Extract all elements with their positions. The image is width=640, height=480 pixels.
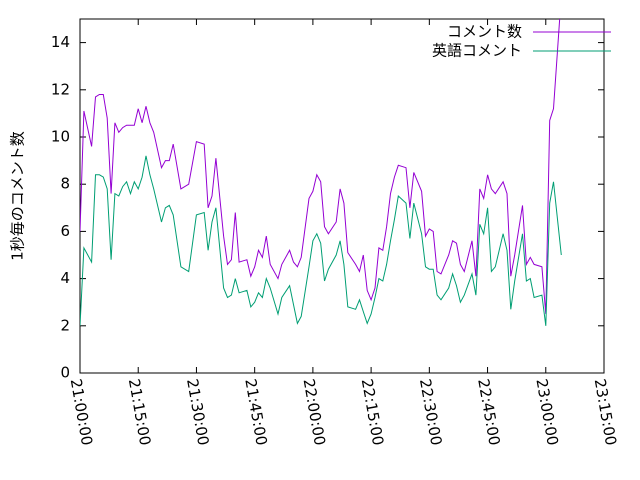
x-tick-label: 23:15:00: [591, 377, 620, 446]
legend-label: コメント数: [447, 23, 522, 41]
x-tick-label: 22:00:00: [300, 377, 329, 446]
x-tick-label: 21:30:00: [183, 377, 212, 446]
y-tick-label: 8: [60, 175, 70, 193]
x-tick-label: 22:15:00: [358, 377, 387, 446]
x-tick-label: 22:30:00: [416, 377, 445, 446]
y-tick-label: 4: [60, 269, 70, 287]
x-tick-label: 22:45:00: [474, 377, 503, 446]
legend-label: 英語コメント: [432, 42, 522, 60]
plot-border: [79, 18, 605, 374]
y-tick-label: 12: [51, 80, 70, 98]
x-tick-label: 21:00:00: [67, 377, 96, 446]
series-line: [80, 19, 561, 315]
series-line: [80, 155, 562, 326]
x-tick-label: 21:15:00: [125, 377, 154, 446]
y-tick-label: 10: [51, 128, 70, 146]
y-tick-label: 2: [60, 316, 70, 334]
y-tick-label: 6: [60, 222, 70, 240]
y-axis-label: 1秒毎のコメント数: [9, 131, 27, 261]
y-tick-label: 14: [51, 33, 70, 51]
x-tick-label: 21:45:00: [241, 377, 270, 446]
y-tick-label: 0: [60, 364, 70, 382]
x-tick-label: 23:00:00: [532, 377, 561, 446]
